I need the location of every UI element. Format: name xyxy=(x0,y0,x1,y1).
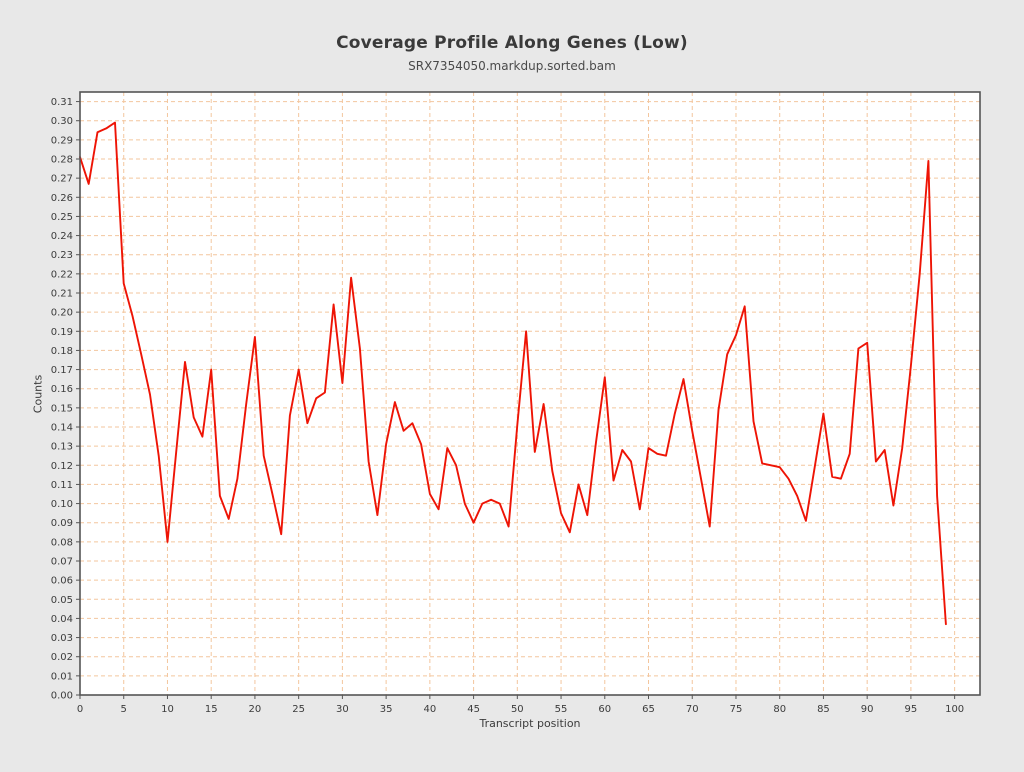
x-tick-label: 0 xyxy=(77,704,83,715)
y-tick-label: 0.27 xyxy=(51,174,73,185)
x-tick-label: 25 xyxy=(292,704,305,715)
x-axis-label: Transcript position xyxy=(479,717,581,730)
y-tick-label: 0.25 xyxy=(51,212,73,223)
x-tick-label: 45 xyxy=(467,704,480,715)
y-tick-label: 0.17 xyxy=(51,365,73,376)
x-tick-label: 5 xyxy=(121,704,127,715)
y-tick-label: 0.08 xyxy=(51,537,73,548)
y-tick-label: 0.28 xyxy=(51,155,73,166)
y-tick-label: 0.23 xyxy=(51,250,73,261)
y-tick-label: 0.10 xyxy=(51,499,73,510)
y-tick-label: 0.30 xyxy=(51,116,73,127)
x-tick-label: 20 xyxy=(249,704,262,715)
x-tick-label: 35 xyxy=(380,704,393,715)
y-tick-label: 0.04 xyxy=(51,614,73,625)
y-tick-label: 0.19 xyxy=(51,327,73,338)
y-tick-label: 0.21 xyxy=(51,289,73,300)
x-tick-label: 75 xyxy=(730,704,743,715)
chart-subtitle: SRX7354050.markdup.sorted.bam xyxy=(408,59,616,73)
x-tick-label: 60 xyxy=(598,704,611,715)
y-tick-label: 0.15 xyxy=(51,403,73,414)
gridlines xyxy=(80,92,980,695)
x-tick-label: 40 xyxy=(423,704,436,715)
chart-title: Coverage Profile Along Genes (Low) xyxy=(336,33,688,53)
y-tick-label: 0.29 xyxy=(51,135,73,146)
axis-ticks: 0.00 0.01 0.02 0.03 0.04 0.05 0.06 0.07 0.08 0.09… xyxy=(51,97,964,715)
x-tick-label: 30 xyxy=(336,704,349,715)
y-tick-label: 0.14 xyxy=(51,423,73,434)
x-tick-label: 70 xyxy=(686,704,699,715)
y-tick-label: 0.09 xyxy=(51,518,73,529)
x-tick-label: 80 xyxy=(773,704,786,715)
y-tick-label: 0.22 xyxy=(51,269,73,280)
y-tick-label: 0.20 xyxy=(51,308,73,319)
y-tick-label: 0.12 xyxy=(51,461,73,472)
x-tick-label: 100 xyxy=(945,704,964,715)
y-tick-label: 0.01 xyxy=(51,671,73,682)
y-tick-label: 0.11 xyxy=(51,480,73,491)
x-tick-label: 50 xyxy=(511,704,524,715)
y-tick-label: 0.05 xyxy=(51,595,73,606)
y-tick-label: 0.06 xyxy=(51,576,73,587)
y-tick-label: 0.18 xyxy=(51,346,73,357)
y-tick-label: 0.00 xyxy=(51,691,73,702)
coverage-line xyxy=(79,121,947,626)
x-tick-label: 15 xyxy=(205,704,218,715)
y-tick-label: 0.03 xyxy=(51,633,73,644)
y-tick-label: 0.02 xyxy=(51,652,73,663)
y-tick-label: 0.24 xyxy=(51,231,73,242)
y-tick-label: 0.31 xyxy=(51,97,73,108)
y-tick-label: 0.07 xyxy=(51,557,73,568)
y-tick-label: 0.16 xyxy=(51,384,73,395)
x-tick-label: 95 xyxy=(905,704,918,715)
y-tick-label: 0.13 xyxy=(51,442,73,453)
x-tick-label: 10 xyxy=(161,704,174,715)
x-tick-label: 65 xyxy=(642,704,655,715)
plot-frame xyxy=(79,91,981,696)
y-tick-label: 0.26 xyxy=(51,193,73,204)
x-tick-label: 85 xyxy=(817,704,830,715)
y-axis-label: Counts xyxy=(31,374,45,414)
x-tick-label: 55 xyxy=(555,704,568,715)
x-tick-label: 90 xyxy=(861,704,874,715)
